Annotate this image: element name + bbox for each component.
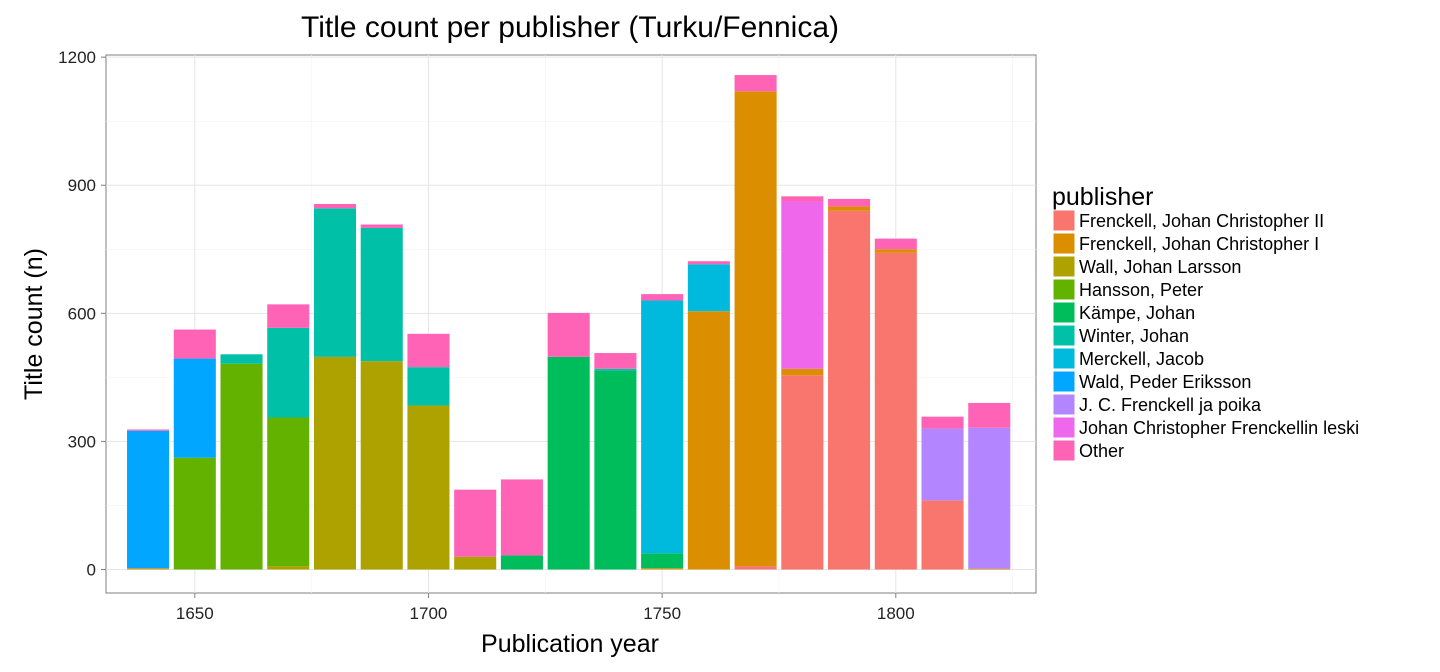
legend-label: Kämpe, Johan [1079,303,1195,323]
bar-segment [687,261,730,265]
bar-segment [500,479,543,556]
bar-segment [641,294,684,301]
y-tick-label: 0 [87,561,96,580]
y-tick-label: 900 [68,176,96,195]
bar-segment [687,311,730,570]
legend-key [1052,347,1076,370]
bar-segment [874,252,917,570]
bar-segment [127,430,170,569]
bar-segment [734,75,777,92]
x-tick-label: 1700 [410,604,448,623]
bar-segment [313,356,357,570]
bar-segment [407,405,450,570]
y-tick-label: 300 [68,432,96,451]
bar-segment [874,249,917,253]
bar-segment [641,300,684,554]
bar-segment [781,375,824,570]
bar-segment [547,356,590,570]
bar-segment [734,91,777,567]
bar-segment [173,457,216,570]
bar-segment [874,238,917,250]
bar-segment [267,304,310,328]
bar-segment [968,427,1011,569]
legend-label: Frenckell, Johan Christopher II [1079,211,1324,231]
bar-segment [173,358,216,458]
bar-segment [594,353,637,369]
legend-key [1052,324,1076,347]
bar-segment [968,568,1011,570]
bar-segment [641,553,684,569]
legend-label: Merckell, Jacob [1079,349,1204,369]
legend-label: Other [1079,441,1124,461]
bar-segment [407,367,450,406]
legend-label: Hansson, Peter [1079,280,1203,300]
bar-segment [781,368,824,376]
bar-segment [360,224,403,228]
bar-segment [921,428,964,501]
legend-key [1052,416,1076,439]
bar-segment [781,196,824,202]
legend-key [1052,439,1076,462]
bar-segment [547,312,590,357]
y-axis-title: Title count (n) [20,248,48,400]
legend-key [1052,278,1076,301]
chart-title: Title count per publisher (Turku/Fennica… [301,11,839,44]
x-axis-ticks: 1650 1700 1750 1800 [176,593,915,623]
y-tick-label: 1200 [58,48,96,67]
bar-segment [407,333,450,368]
bar-segment [267,417,310,567]
legend-key [1052,232,1076,255]
x-tick-label: 1800 [877,604,915,623]
bar-segment [500,555,543,570]
x-tick-label: 1650 [176,604,214,623]
legend-label: Wald, Peder Eriksson [1079,372,1251,392]
bar-segment [781,201,824,369]
legend-label: J. C. Frenckell ja poika [1079,395,1262,415]
bar-segment [313,204,357,209]
y-tick-label: 600 [68,304,96,323]
bar-segment [360,361,403,570]
x-tick-label: 1750 [643,604,681,623]
bar-segment [454,556,497,570]
bar-segment [454,489,497,557]
legend: publisher Frenckell, Johan Christopher I… [1052,183,1359,462]
bar-segment [968,402,1011,428]
bars [127,75,1011,570]
bar-segment [828,210,871,570]
bar-segment [641,568,684,570]
bar-segment [734,566,777,570]
bar-segment [687,264,730,312]
bar-segment [267,327,310,418]
bar-segment [220,354,263,364]
legend-title: publisher [1052,183,1153,211]
legend-key [1052,393,1076,416]
bar-segment [828,198,871,207]
legend-label: Frenckell, Johan Christopher I [1079,234,1319,254]
bar-segment [594,368,637,371]
bar-segment [267,566,310,570]
legend-key [1052,255,1076,278]
bar-segment [127,568,170,570]
bar-segment [360,227,403,362]
bar-segment [220,363,263,570]
bar-segment [828,206,871,211]
x-axis-title: Publication year [481,630,659,658]
bar-segment [921,416,964,429]
legend-key [1052,370,1076,393]
bar-segment [921,500,964,570]
bar-segment [594,370,637,570]
legend-label: Johan Christopher Frenckellin leski [1079,418,1359,438]
legend-label: Winter, Johan [1079,326,1189,346]
bar-segment [173,329,216,359]
legend-label: Wall, Johan Larsson [1079,257,1241,277]
legend-key [1052,209,1076,232]
legend-key [1052,301,1076,324]
y-axis-ticks: 0 300 600 900 1200 [58,48,106,580]
bar-segment [313,208,357,357]
bar-segment [127,429,170,431]
